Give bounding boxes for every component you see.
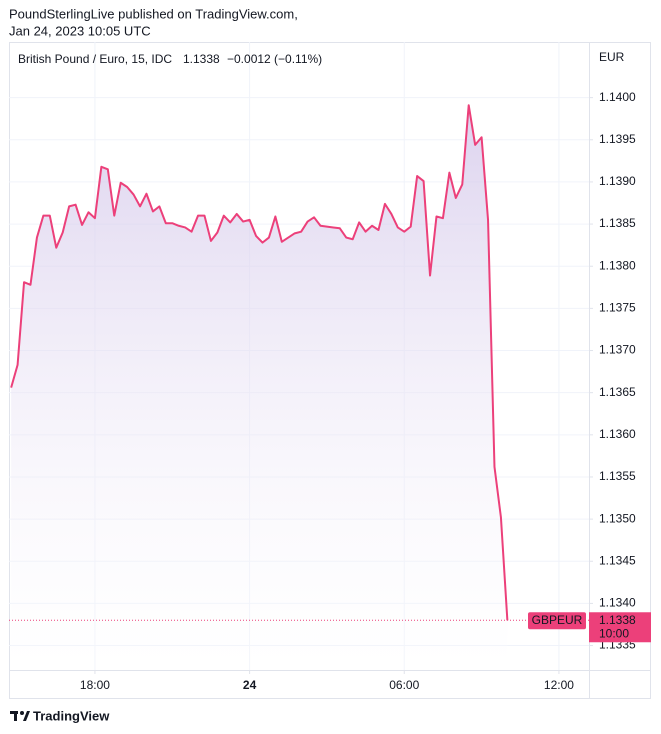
- y-axis-label: EUR: [599, 50, 625, 64]
- y-tick-label: 1.1365: [599, 385, 636, 399]
- y-tick-label: 1.1390: [599, 174, 636, 188]
- y-tick-label: 1.1375: [599, 301, 636, 315]
- y-tick-label: 1.1385: [599, 216, 636, 230]
- price-badge: [589, 612, 651, 643]
- chart-frame: [9, 42, 651, 699]
- price-badge-value: 1.1338: [599, 613, 636, 627]
- price-line: [10, 104, 509, 621]
- symbol-label: GBPEUR: [532, 613, 583, 627]
- y-tick-label: 1.1340: [599, 596, 636, 610]
- publish-date: Jan 24, 2023 10:05 UTC: [9, 23, 151, 38]
- y-tick-label: 1.1395: [599, 132, 636, 146]
- x-tick-label: 24: [243, 678, 257, 692]
- y-tick-label: 1.1360: [599, 427, 636, 441]
- x-tick-label: 12:00: [544, 678, 574, 692]
- publisher: PoundSterlingLive published on TradingVi…: [9, 6, 298, 21]
- brand-logo: [10, 711, 30, 721]
- y-tick-label: 1.1370: [599, 343, 636, 357]
- legend-change: −0.0012 (−0.11%): [227, 52, 322, 66]
- x-tick-label: 18:00: [80, 678, 110, 692]
- y-tick-label: 1.1350: [599, 511, 636, 525]
- brand-name: TradingView: [33, 708, 110, 723]
- symbol-badge: [528, 612, 586, 630]
- axes: 1.13351.13401.13451.13501.13551.13601.13…: [80, 90, 651, 692]
- y-tick-label: 1.1345: [599, 553, 636, 567]
- area-fill: [11, 105, 508, 671]
- x-tick-label: 06:00: [389, 678, 419, 692]
- legend-price: 1.1338: [183, 52, 220, 66]
- price-badge-time: 10:00: [599, 626, 629, 640]
- chart-title: British Pound / Euro, 15, IDC: [18, 52, 172, 66]
- y-tick-label: 1.1400: [599, 90, 636, 104]
- y-tick-label: 1.1380: [599, 258, 636, 272]
- plot: [9, 104, 589, 671]
- y-tick-label: 1.1355: [599, 469, 636, 483]
